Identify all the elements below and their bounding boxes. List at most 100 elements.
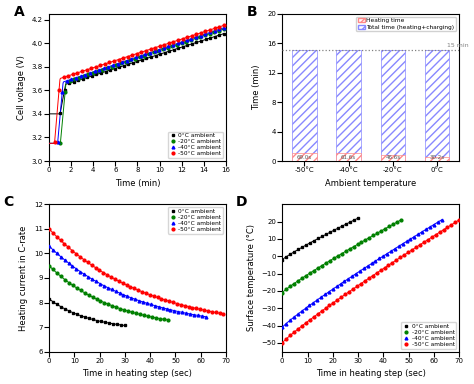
-20°C ambient [165, 45, 171, 50]
Text: 30.2s: 30.2s [429, 155, 445, 160]
-40°C ambient [187, 312, 193, 316]
Line: -20°C ambient: -20°C ambient [59, 28, 225, 145]
-40°C ambient [199, 314, 205, 318]
-50°C ambient [386, 263, 392, 268]
-50°C ambient [54, 234, 60, 239]
-50°C ambient [437, 230, 442, 235]
-40°C ambient [303, 306, 309, 311]
-50°C ambient [56, 88, 62, 92]
-40°C ambient [396, 244, 401, 248]
-40°C ambient [349, 274, 355, 278]
-50°C ambient [102, 62, 108, 66]
-50°C ambient [393, 258, 399, 262]
-20°C ambient [129, 310, 135, 314]
-50°C ambient [170, 300, 176, 305]
-50°C ambient [147, 292, 153, 297]
-50°C ambient [184, 35, 190, 40]
-40°C ambient [132, 297, 138, 301]
0°C ambient [347, 220, 353, 224]
-20°C ambient [179, 41, 184, 45]
-20°C ambient [335, 254, 340, 258]
0°C ambient [98, 319, 104, 324]
-20°C ambient [85, 72, 91, 77]
-50°C ambient [190, 305, 195, 310]
0°C ambient [126, 62, 131, 66]
-20°C ambient [74, 286, 80, 290]
-50°C ambient [212, 26, 218, 31]
0°C ambient [84, 75, 90, 80]
-40°C ambient [291, 315, 297, 319]
-50°C ambient [311, 314, 317, 319]
0°C ambient [54, 302, 60, 307]
Bar [425, 157, 449, 161]
-40°C ambient [388, 249, 394, 253]
0°C ambient [175, 46, 181, 51]
-20°C ambient [292, 281, 297, 286]
-50°C ambient [217, 311, 222, 316]
-40°C ambient [376, 256, 382, 261]
0°C ambient [94, 318, 100, 323]
0°C ambient [184, 43, 190, 48]
-40°C ambient [295, 312, 301, 316]
-50°C ambient [441, 227, 447, 232]
-20°C ambient [155, 49, 161, 53]
-50°C ambient [202, 29, 208, 34]
0°C ambient [221, 31, 227, 36]
-40°C ambient [207, 30, 213, 35]
-40°C ambient [113, 289, 118, 294]
-40°C ambient [66, 261, 72, 265]
-40°C ambient [62, 258, 67, 262]
-20°C ambient [287, 284, 293, 289]
0°C ambient [102, 320, 108, 324]
-20°C ambient [319, 263, 325, 268]
0°C ambient [57, 111, 63, 116]
0°C ambient [82, 315, 88, 319]
-50°C ambient [390, 260, 395, 265]
-50°C ambient [180, 36, 185, 41]
-20°C ambient [343, 249, 348, 253]
-40°C ambient [105, 285, 110, 290]
0°C ambient [300, 245, 305, 250]
-20°C ambient [118, 306, 123, 311]
-50°C ambient [171, 40, 176, 44]
-40°C ambient [435, 220, 440, 225]
0°C ambient [135, 59, 140, 64]
-20°C ambient [295, 278, 301, 283]
-50°C ambient [92, 265, 98, 270]
-40°C ambient [216, 27, 222, 31]
-20°C ambient [351, 244, 356, 249]
-40°C ambient [330, 287, 336, 291]
0°C ambient [144, 56, 149, 61]
0°C ambient [50, 300, 56, 304]
-50°C ambient [50, 230, 55, 235]
-20°C ambient [303, 273, 309, 278]
Text: B: B [247, 5, 257, 19]
-20°C ambient [133, 311, 139, 316]
Text: 46.6s: 46.6s [385, 155, 401, 160]
Bar [292, 152, 317, 161]
0°C ambient [212, 34, 218, 39]
-50°C ambient [70, 72, 76, 77]
-20°C ambient [363, 238, 368, 242]
-50°C ambient [421, 240, 427, 245]
-50°C ambient [88, 66, 94, 71]
-50°C ambient [330, 300, 336, 305]
-50°C ambient [358, 281, 364, 286]
Bar [381, 155, 405, 161]
-50°C ambient [335, 298, 340, 302]
-50°C ambient [307, 318, 313, 322]
-40°C ambient [189, 36, 194, 41]
0°C ambient [66, 81, 72, 86]
-20°C ambient [109, 303, 115, 308]
-40°C ambient [64, 78, 70, 83]
-20°C ambient [390, 222, 396, 227]
0°C ambient [328, 230, 333, 235]
0°C ambient [283, 255, 289, 259]
-50°C ambient [279, 341, 285, 345]
-50°C ambient [382, 265, 387, 270]
-20°C ambient [211, 30, 217, 35]
-20°C ambient [161, 317, 167, 322]
0°C ambient [157, 52, 163, 56]
-40°C ambient [342, 279, 347, 283]
-50°C ambient [448, 222, 454, 227]
